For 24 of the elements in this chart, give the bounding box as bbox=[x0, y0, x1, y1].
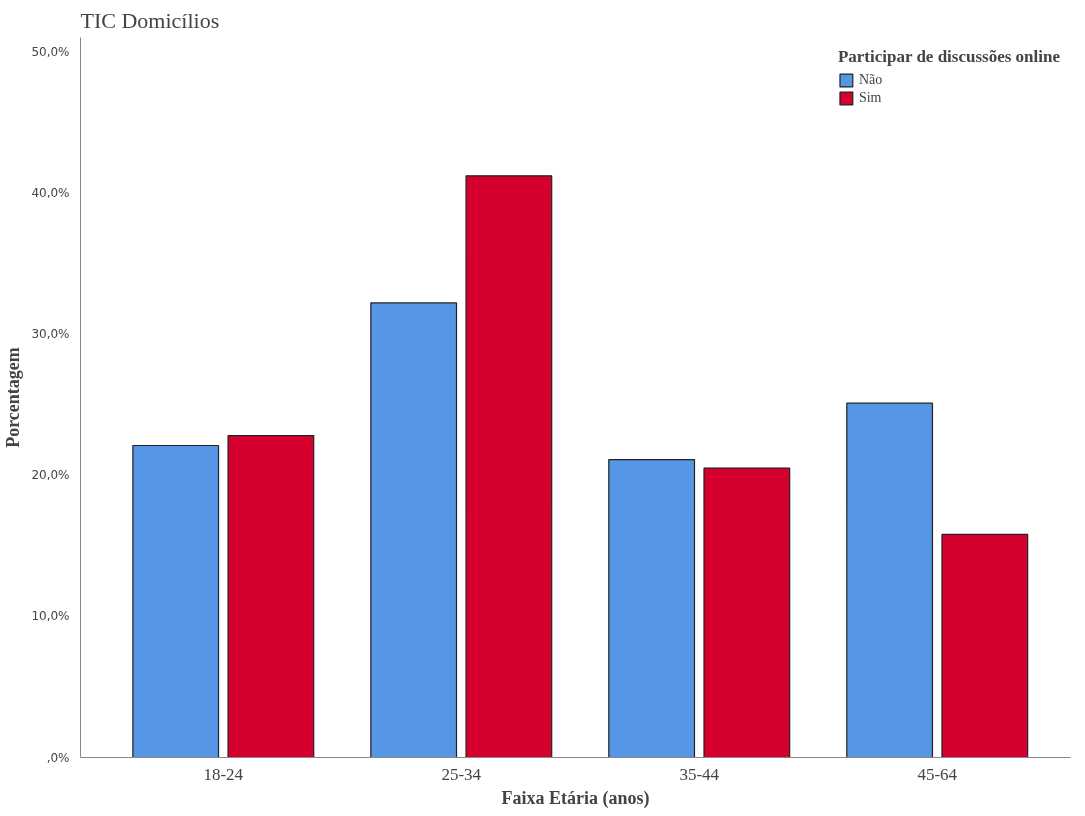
x-tick-label: 25-34 bbox=[441, 764, 482, 784]
y-tick-label: ,0% bbox=[46, 750, 70, 765]
bar bbox=[608, 459, 696, 758]
bar bbox=[703, 467, 791, 758]
bar bbox=[465, 175, 553, 758]
x-tick-label: 45-64 bbox=[917, 764, 958, 784]
bar bbox=[370, 302, 458, 758]
bar bbox=[941, 533, 1029, 758]
y-tick-label: 40,0% bbox=[31, 185, 70, 200]
bar bbox=[227, 435, 315, 758]
x-tick-label: 35-44 bbox=[679, 764, 720, 784]
y-tick-label: 30,0% bbox=[31, 326, 70, 341]
y-axis-title: Porcentagem bbox=[3, 347, 24, 448]
legend-label: Sim bbox=[858, 90, 882, 106]
y-tick-label: 50,0% bbox=[31, 44, 70, 59]
chart-title: TIC Domicílios bbox=[80, 7, 220, 33]
legend-label: Não bbox=[858, 72, 883, 88]
bar bbox=[846, 402, 934, 758]
y-tick-label: 10,0% bbox=[31, 609, 70, 624]
x-axis-title: Faixa Etária (anos) bbox=[501, 787, 650, 809]
y-tick-label: 20,0% bbox=[31, 468, 70, 483]
x-tick-label: 18-24 bbox=[203, 764, 244, 784]
legend-title: Participar de discussões online bbox=[837, 47, 1060, 67]
bar bbox=[132, 444, 220, 758]
